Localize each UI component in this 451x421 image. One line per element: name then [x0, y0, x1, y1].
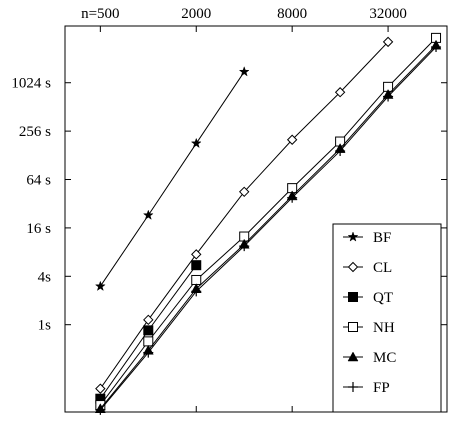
series-qt	[95, 260, 202, 404]
legend-marker-bf	[347, 231, 359, 242]
y-tick-label-0: 1s	[38, 318, 52, 334]
legend-marker-qt	[348, 292, 358, 302]
point-fp-2	[191, 286, 202, 297]
legend-label-nh: NH	[373, 320, 395, 336]
x-tick-label-2: 8000	[277, 6, 307, 22]
legend-item-mc: MC	[343, 350, 396, 366]
series-line-mc	[99, 44, 437, 410]
legend-label-bf: BF	[373, 230, 391, 246]
point-cl-4	[286, 134, 298, 145]
axis-ticks: n=500 2000 8000 32000 1s 4s 16 s 64 s 256 s 1024 …	[11, 6, 447, 412]
point-cl-5	[334, 87, 346, 98]
legend: BF CL QT NH MC FP	[332, 223, 442, 413]
series-bf	[94, 66, 250, 292]
point-fp-7	[431, 41, 442, 52]
point-qt-1	[143, 325, 154, 336]
point-bf-3	[238, 66, 250, 77]
legend-label-mc: MC	[373, 350, 396, 366]
x-tick-label-3: 32000	[369, 6, 407, 22]
legend-item-cl: CL	[343, 260, 392, 276]
point-nh-1	[143, 336, 154, 347]
legend-marker-cl	[347, 261, 359, 273]
legend-marker-nh	[348, 322, 358, 332]
point-fp-3	[239, 241, 250, 252]
series-cl	[95, 36, 394, 394]
legend-marker-fp	[348, 382, 358, 392]
legend-label-cl: CL	[373, 260, 392, 276]
x-tick-label-0: n=500	[81, 6, 119, 22]
series-line-nh	[99, 37, 437, 406]
point-fp-6	[383, 91, 394, 102]
point-bf-1	[142, 209, 154, 220]
point-cl-0	[95, 383, 106, 394]
y-tick-label-5: 1024 s	[11, 76, 51, 92]
legend-item-fp: FP	[343, 380, 390, 396]
legend-label-qt: QT	[373, 290, 393, 306]
point-fp-0	[95, 404, 106, 415]
point-bf-0	[94, 280, 106, 292]
y-tick-label-1: 4s	[38, 269, 52, 285]
series-line-fp	[99, 46, 437, 411]
y-tick-label-4: 256 s	[19, 124, 51, 140]
point-cl-1	[143, 314, 154, 326]
legend-item-bf: BF	[343, 230, 391, 246]
point-bf-2	[190, 137, 202, 149]
point-fp-4	[287, 192, 298, 203]
point-cl-6	[382, 36, 394, 48]
series-line-bf	[99, 71, 245, 287]
point-nh-2	[191, 274, 202, 285]
y-tick-label-3: 64 s	[26, 173, 51, 189]
legend-label-fp: FP	[373, 380, 390, 396]
x-tick-label-1: 2000	[181, 6, 211, 22]
point-cl-3	[238, 186, 250, 198]
legend-item-nh: NH	[343, 320, 395, 336]
legend-item-qt: QT	[343, 290, 393, 306]
legend-box	[332, 223, 442, 413]
point-fp-1	[143, 347, 154, 358]
series-fp	[95, 41, 442, 415]
legend-marker-mc	[347, 351, 359, 362]
point-qt-2	[191, 260, 202, 271]
point-fp-5	[335, 145, 346, 156]
y-tick-label-2: 16 s	[26, 221, 51, 237]
point-cl-2	[191, 249, 202, 260]
series-layer	[94, 32, 442, 415]
plot-frame	[64, 25, 448, 413]
